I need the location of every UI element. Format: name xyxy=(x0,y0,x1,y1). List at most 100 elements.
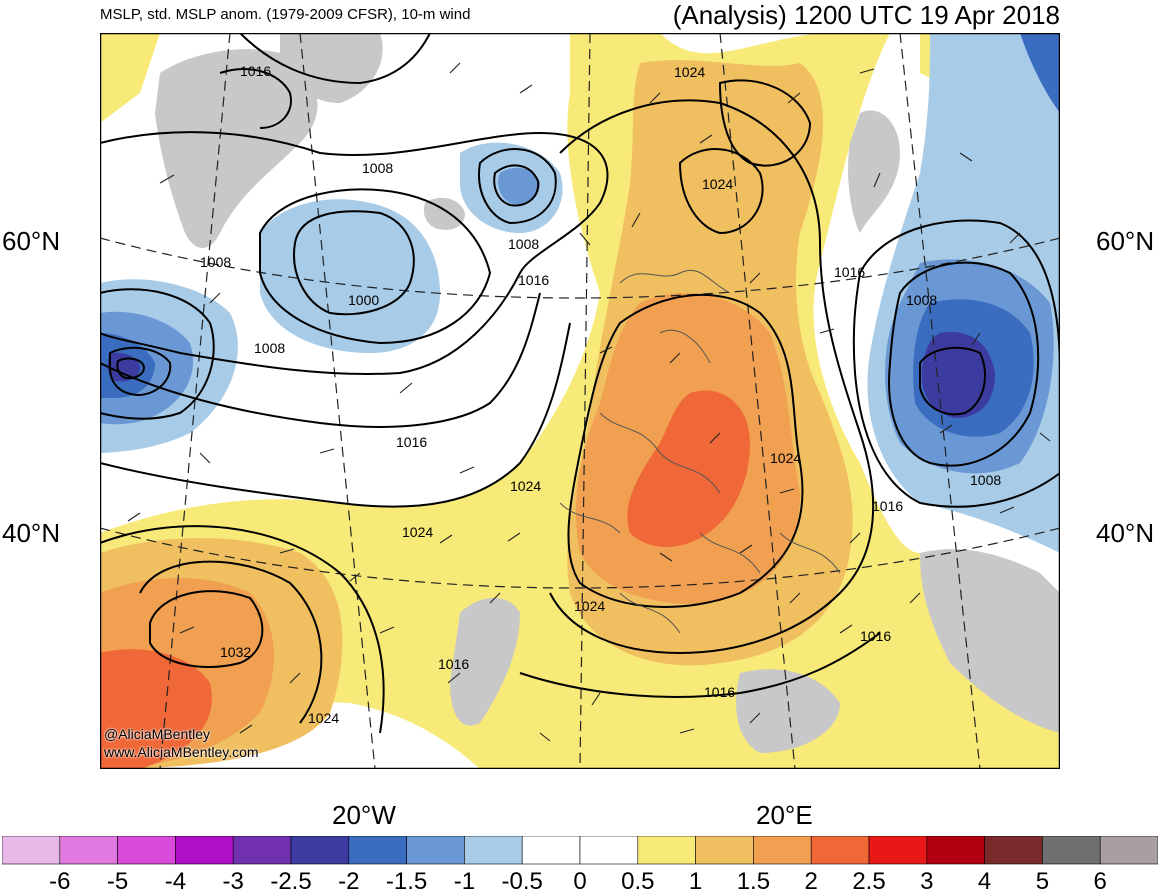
colorbar-swatch xyxy=(175,836,234,865)
isobars xyxy=(100,33,1060,734)
colorbar-swatch xyxy=(1099,836,1158,865)
colorbar-label: 1 xyxy=(688,868,703,895)
isobar-greenland-north xyxy=(239,33,431,85)
colorbar-swatch xyxy=(232,836,292,865)
anomaly-negative-ne-corner xyxy=(1020,33,1060,113)
land-gray-iberia xyxy=(450,598,520,726)
isobar-label: 1000 xyxy=(348,292,379,308)
anomaly-negative-iceland xyxy=(260,199,440,353)
colorbar-label: 0 xyxy=(573,868,587,895)
anomaly-negative-russia-deep xyxy=(921,332,995,418)
colorbar-label: 2.5 xyxy=(852,868,886,895)
anomaly-colorbar xyxy=(2,836,1158,865)
isobar-label: 1008 xyxy=(362,160,393,176)
isobar-label-group: 1016 1008 1008 1008 1000 1008 1016 1016 … xyxy=(200,63,1001,726)
lon-label-20e: 20°E xyxy=(756,800,813,830)
colorbar-swatch xyxy=(348,836,407,865)
isobar-1024-europe xyxy=(567,293,804,608)
isobar-label: 1008 xyxy=(200,254,231,270)
colorbar-label: 0.5 xyxy=(621,868,655,895)
isobar-1000 xyxy=(293,210,415,316)
graticule xyxy=(100,33,1060,769)
isobar-label: 1008 xyxy=(254,340,285,356)
land-gray-south xyxy=(736,669,840,753)
colorbar-swatch xyxy=(117,836,176,865)
colorbar-swatch xyxy=(290,836,350,865)
isobar-label: 1016 xyxy=(704,684,735,700)
isobar-1024-south xyxy=(100,525,385,734)
isobar-inner-iceland xyxy=(493,164,540,207)
isobar-1008-iceland xyxy=(259,188,492,345)
isobar-label: 1024 xyxy=(308,710,339,726)
isobar-1016-south xyxy=(519,632,881,698)
lat-label-60n-left: 60°N xyxy=(2,226,61,256)
colorbar-swatch xyxy=(868,836,928,865)
isobar-1024-west-low xyxy=(100,288,215,420)
colorbar-label: 6 xyxy=(1093,868,1107,895)
colorbar-swatch xyxy=(926,836,985,865)
isobar-1008-russia xyxy=(888,261,1040,467)
lat-label-60n-right: 60°N xyxy=(1096,226,1155,256)
wind-barbs xyxy=(127,62,1051,742)
isobar-label: 1024 xyxy=(510,478,541,494)
isobar-label: 1008 xyxy=(906,292,937,308)
isobar-label: 1016 xyxy=(438,656,469,672)
colorbar-label: 4 xyxy=(977,868,992,895)
colorbar-label: -2.5 xyxy=(270,868,312,895)
isobar-label: 1016 xyxy=(240,63,271,79)
lon-label-20w: 20°W xyxy=(332,800,396,830)
isobar-label: 1016 xyxy=(518,272,549,288)
coastlines xyxy=(559,269,841,634)
isobar-west-core xyxy=(116,357,146,380)
colorbar-label: -2 xyxy=(338,868,360,895)
colorbar-swatch xyxy=(464,836,523,865)
isobar-label: 1016 xyxy=(872,498,903,514)
colorbar-swatch xyxy=(637,836,696,865)
colorbar-label: -6 xyxy=(49,868,71,895)
colorbar-label: -5 xyxy=(106,868,129,895)
colorbar-label: 5 xyxy=(1035,868,1050,895)
isobar-inner-russia xyxy=(919,346,986,416)
meridian-20e xyxy=(719,33,796,769)
colorbar-label: -0.5 xyxy=(501,868,543,895)
isobar-1016-north xyxy=(100,131,609,375)
isobar-1016-russia xyxy=(852,219,1060,508)
isobar-1016-europe xyxy=(549,99,875,655)
isobar-label: 1024 xyxy=(402,524,433,540)
colorbar-label: 3 xyxy=(920,868,934,895)
left-title: MSLP, std. MSLP anom. (1979-2009 CFSR), … xyxy=(100,6,471,23)
isobar-1024-north xyxy=(678,148,764,235)
isobar-label: 1016 xyxy=(860,628,891,644)
isobar-label: 1016 xyxy=(396,434,427,450)
lat-label-40n-left: 40°N xyxy=(2,518,61,548)
anomaly-positive-max-sw xyxy=(100,649,212,769)
colorbar-label: -1.5 xyxy=(385,868,428,895)
colorbar-swatch xyxy=(579,836,639,865)
isobar-1008-iceland-2 xyxy=(478,148,557,225)
meridian-20w xyxy=(299,33,376,769)
isobar-label: 1024 xyxy=(702,176,733,192)
credit-website: www.AliciaMBentley.com xyxy=(104,744,259,760)
isobar-label: 1032 xyxy=(220,644,251,660)
isobar-1016-gl xyxy=(219,68,292,129)
right-title: (Analysis) 1200 UTC 19 Apr 2018 xyxy=(672,0,1060,30)
parallel-60n xyxy=(100,237,1060,299)
lat-label-40n-right: 40°N xyxy=(1096,518,1155,548)
parallel-40n xyxy=(100,527,1060,589)
anomaly-positive-yellow-nw xyxy=(100,33,160,123)
mslp-map: 1016 1008 1008 1008 1000 1008 1016 1016 … xyxy=(100,33,1060,769)
map-frame xyxy=(100,33,1060,769)
meridian-40e xyxy=(899,33,981,769)
colorbar-swatch xyxy=(810,836,870,865)
land-gray-east xyxy=(848,110,900,233)
anomaly-negative-iceland-core xyxy=(498,167,540,205)
isobar-label: 1024 xyxy=(674,64,705,80)
meridian-0 xyxy=(579,33,591,769)
isobar-label: 1024 xyxy=(574,598,605,614)
isobar-label: 1024 xyxy=(770,450,801,466)
credit-twitter: @AliciaMBentley xyxy=(104,726,211,742)
colorbar-label: 2 xyxy=(804,868,818,895)
land-gray-se xyxy=(920,549,1060,733)
colorbar-label: 1.5 xyxy=(736,868,771,895)
land-greenland xyxy=(155,49,318,248)
